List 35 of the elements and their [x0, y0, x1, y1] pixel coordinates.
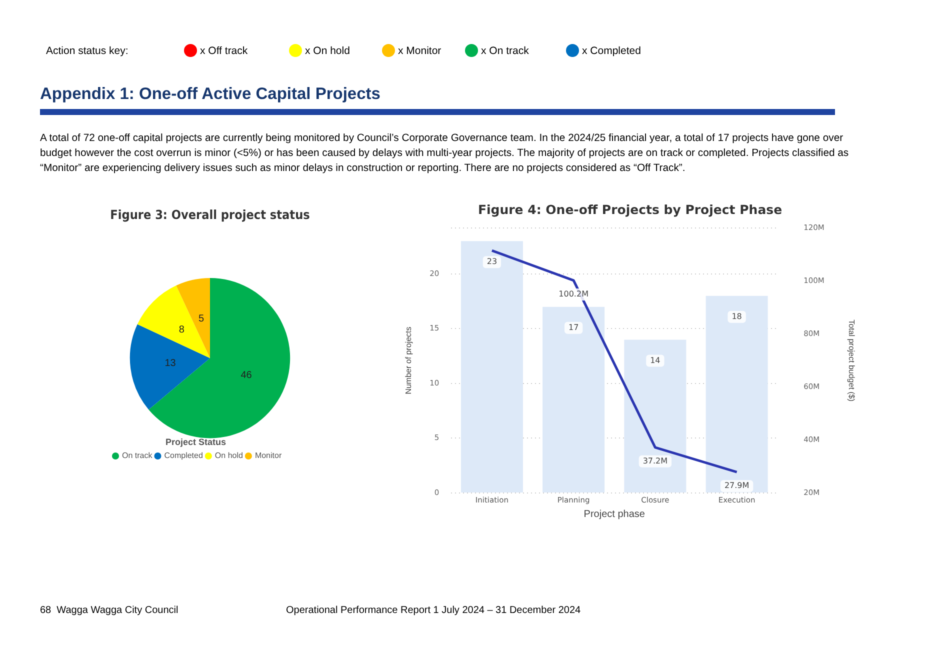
data-label: 27.9M: [724, 481, 750, 490]
text: x On track: [481, 45, 529, 57]
y-axis-title: Number of projects: [404, 326, 414, 394]
data-label: 23: [486, 257, 498, 266]
data-label: 37.2M: [642, 456, 668, 466]
bar: [706, 296, 768, 492]
text: x Monitor: [398, 45, 442, 57]
data-label: 13: [164, 358, 176, 370]
legend-label: Monitor: [254, 451, 282, 460]
text: x On hold: [305, 45, 350, 57]
text: 68 Wagga Wagga City Council: [40, 605, 178, 616]
data-label: 46: [240, 370, 252, 381]
legend-label: Completed: [164, 451, 203, 460]
data-label: 5: [198, 314, 205, 325]
data-label: 14: [650, 356, 660, 365]
text: Operational Performance Report 1 July 2024 – 31 December 2024: [286, 605, 581, 616]
text: x Off track: [200, 45, 248, 57]
data-label: 18: [732, 312, 742, 321]
chart-title: Figure 4: One-off Projects by Project Phase: [478, 202, 782, 217]
text: Appendix 1: One-off Active Capital Projects: [40, 85, 380, 104]
y2-axis-title: Total project budget ($): [846, 320, 856, 402]
legend-label: On track: [122, 451, 154, 460]
text: Action status key:: [46, 45, 128, 57]
legend-label: On hold: [214, 451, 243, 460]
bar: [624, 340, 686, 492]
data-label: 100.2M: [558, 290, 589, 299]
legend-title: Project Status: [166, 437, 226, 448]
text: x Completed: [582, 45, 641, 57]
x-axis-title: Project phase: [584, 508, 646, 520]
bar: [460, 241, 523, 492]
chart-title: Figure 3: Overall project status: [110, 207, 310, 222]
bar: [542, 306, 605, 492]
data-label: 8: [178, 324, 185, 336]
data-label: 17: [568, 322, 579, 332]
text: A total of 72 one-off capital projects are currently being monitored by Council’s Corporate Governance team. In the 2024/25 financial year, a total of 17 projects have gone over budget however the cost overrun is minor (<5%) or has been caused by delays with multi-year projects. The majority of projects are on track or completed. Projects classified as “Monitor” are experiencing delivery issues such as minor delays in construction or reporting. There are no projects considered as “Off Track”.: [40, 132, 850, 176]
